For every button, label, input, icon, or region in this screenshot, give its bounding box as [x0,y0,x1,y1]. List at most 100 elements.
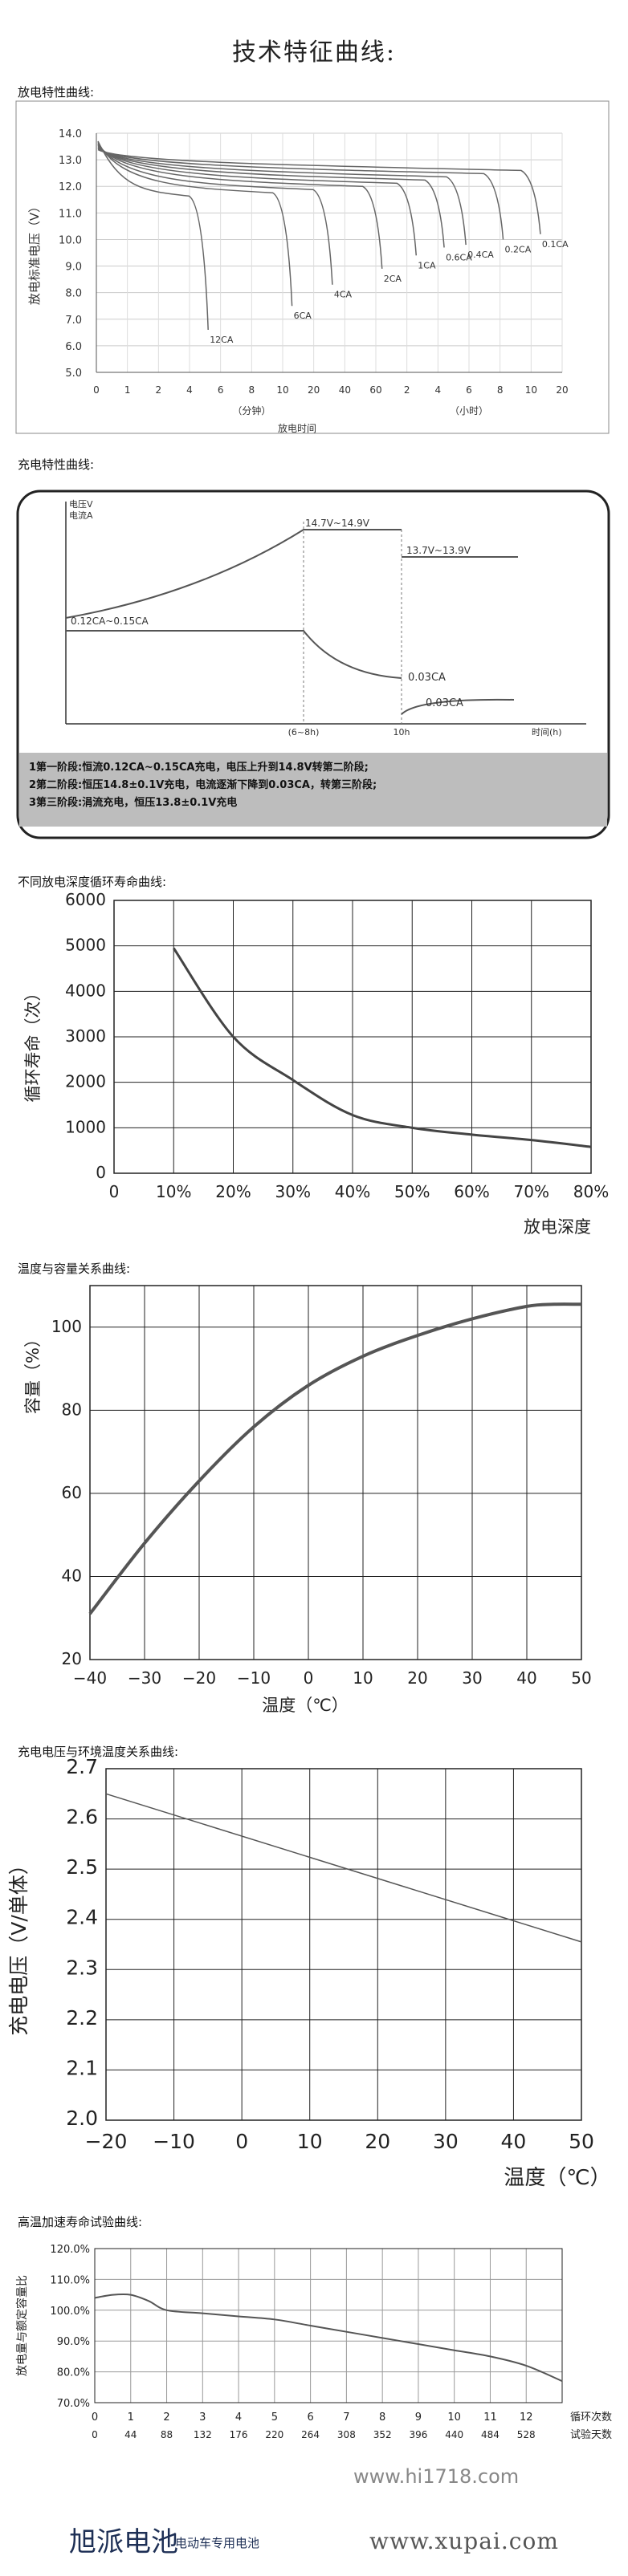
cycle-life-section-label: 不同放电深度循环寿命曲线: [18,875,167,889]
notes-band [19,753,607,827]
y-tick-label: 10.0 [59,234,82,246]
x-tick-label: 2 [404,384,410,396]
charge-section-label: 充电特性曲线: [18,457,95,472]
x-tick-label-days: 308 [337,2429,356,2440]
cycle-life-chart: 0 1000 2000 3000 4000 5000 6000 0 10% 20% 30% 40% 50… [23,890,609,1237]
x-tick-label-cycles: 11 [483,2411,497,2424]
x-tick-label: 10 [525,384,537,396]
x-tick-label: 20 [308,384,320,396]
x-tick-label-days: 176 [230,2429,248,2440]
x-tick-label: −20 [182,1668,216,1688]
y-tick-label: 100.0% [50,2306,90,2318]
discharge-section-label: 放电特性曲线: [18,85,95,100]
x-axis-label: 温度（℃） [504,2166,610,2190]
y-tick-label: 110.0% [50,2274,90,2286]
y-tick-label: 2.2 [66,2006,98,2030]
x-tick-label-cycles: 5 [271,2411,278,2424]
discharge-series-line [97,146,445,248]
discharge-chart: 14.0 13.0 12.0 11.0 10.0 9.0 8.0 7.0 6.0 5.0 0 1 2 4 6… [15,100,610,434]
x-unit-label: （小时） [450,405,488,416]
y-tick-label: 6.0 [65,341,82,353]
annotation-cv-voltage: 14.7V~14.9V [305,518,370,529]
y-tick-label: 5000 [65,936,106,955]
x-tick-label-cycles: 12 [520,2411,533,2424]
x-tick-label-days: 44 [124,2429,137,2440]
series-label: 0.2CA [505,244,532,254]
x-tick-label: 30 [433,2130,459,2153]
x-tick-label-days: 220 [265,2429,283,2440]
y-axis-label-current: 电流A [69,510,93,521]
y-tick-label: 2.6 [66,1806,98,1829]
y-axis-label: 充电电压（V/单体） [7,1855,31,2036]
y-tick-label: 11.0 [59,208,82,220]
y-axis-label: 放电量与额定容量比 [15,2275,29,2376]
series-label: 0.1CA [542,239,569,250]
x-tick-label: 20 [556,384,568,396]
y-tick-label: 120.0% [50,2244,90,2256]
x-tick-label-days: 440 [445,2429,463,2440]
x-tick-label-cycles: 2 [163,2411,169,2424]
x-tick-label-cycles: 0 [92,2411,98,2424]
y-tick-label: 12.0 [59,181,82,193]
x-tick-label: 50 [571,1668,591,1688]
x-tick-label: 0 [304,1668,314,1688]
plot-frame [89,1285,582,1660]
x-tick-label-days: 396 [409,2429,427,2440]
y-tick-label: 14.0 [59,128,82,140]
data-series-line [94,2293,563,2383]
x-axis-label-cycles: 循环次数 [570,2411,612,2424]
x-tick-label-cycles: 7 [343,2411,349,2424]
y-tick-label: 2.1 [66,2056,98,2079]
x-mark-label: (6~8h) [288,727,320,737]
x-tick-label: −10 [153,2130,195,2153]
annotation-trickle-current: 0.03CA [426,697,463,709]
series-label: 4CA [334,290,353,300]
y-axis-label: 放电标准电压（V） [27,201,42,305]
charge-note: 2第二阶段:恒压14.8±0.1V充电，电流逐渐下降到0.03CA，转第三阶段; [29,778,377,791]
x-tick-label: 0 [93,384,100,396]
chart-frame [16,490,610,839]
chart-border [15,100,610,434]
y-tick-label: 40 [62,1566,82,1585]
temp-capacity-section-label: 温度与容量关系曲线: [18,1262,131,1276]
y-tick-label: 7.0 [65,315,82,327]
x-tick-label: 40 [339,384,351,396]
y-tick-label: 100 [51,1317,82,1336]
annotation-end-current: 0.03CA [408,672,446,684]
x-tick-label: 50 [569,2130,594,2153]
x-unit-label: （分钟） [232,404,271,416]
x-mark-label: 10h [394,727,410,737]
footer-brand: 旭派电池 [69,2526,178,2558]
footer-watermark: www.xupai.com [369,2528,559,2554]
discharge-series-line [97,140,209,331]
y-axis-label-voltage: 电压V [69,499,93,510]
x-tick-label: 10 [297,2130,323,2153]
charge-voltage-section-label: 充电电压与环境温度关系曲线: [18,1745,179,1759]
y-tick-label: 13.0 [59,155,82,167]
x-tick-label: 30 [462,1668,482,1688]
plot-frame [94,2248,563,2403]
series-label: 0.6CA [446,252,472,262]
x-axis-label: 时间(h) [532,727,562,737]
series-label: 0.4CA [467,250,494,260]
x-tick-label: 8 [249,384,255,396]
y-tick-label: 3000 [65,1026,106,1046]
x-tick-label-days: 132 [194,2429,212,2440]
x-tick-label: 1 [124,384,131,396]
x-tick-label: 0 [235,2130,248,2153]
series-label: 2CA [384,274,402,284]
y-axis-label: 容量（%） [23,1331,43,1414]
footer-subtitle: 电动车专用电池 [175,2536,260,2550]
plot-frame [105,1768,582,2121]
y-axis-label: 循环寿命（次） [23,985,43,1103]
series-label: 1CA [418,260,436,270]
y-tick-label: 2.0 [66,2107,98,2130]
x-tick-label: 20 [365,2130,390,2153]
discharge-series-line [97,143,333,285]
x-tick-label: 10 [276,384,288,396]
x-tick-label: 0 [109,1182,120,1201]
x-tick-label: 60 [369,384,381,396]
x-axis-label-days: 试验天数 [570,2428,612,2441]
x-axis-label: 温度（℃） [262,1696,349,1715]
